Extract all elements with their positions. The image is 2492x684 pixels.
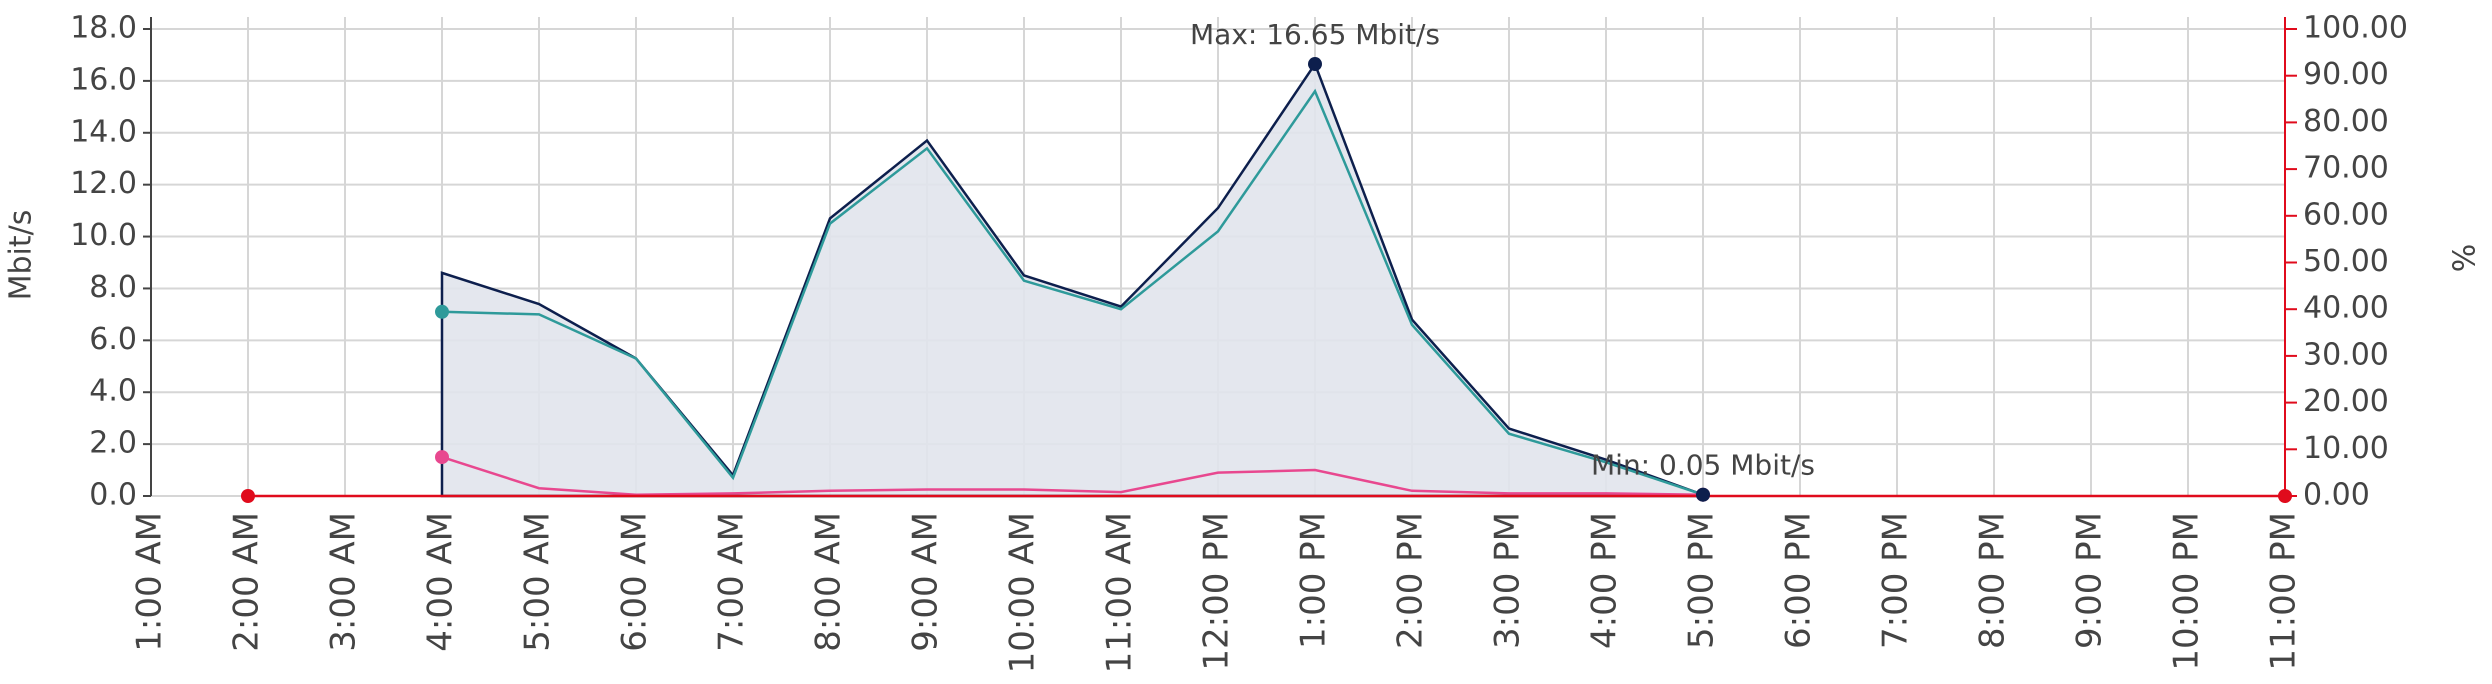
y2-axis-label: %: [2448, 244, 2483, 273]
y-tick-label: 6.0: [89, 322, 137, 357]
point-marker: [241, 489, 255, 503]
x-tick-label: 11:00 AM: [1100, 512, 1140, 673]
x-tick-label: 11:00 PM: [2264, 512, 2304, 671]
y2-tick-label: 10.00: [2303, 431, 2389, 466]
y-tick-label: 14.0: [70, 114, 137, 149]
x-tick-label: 7:00 AM: [712, 512, 752, 652]
x-tick-label: 10:00 AM: [1003, 512, 1043, 673]
point-marker: [435, 304, 449, 319]
y-tick-label: 12.0: [70, 166, 137, 201]
x-tick-label: 3:00 AM: [324, 512, 364, 652]
y2-tick-label: 0.00: [2303, 478, 2370, 513]
annotation: Max: 16.65 Mbit/s: [1190, 18, 1440, 51]
x-tick-label: 1:00 AM: [130, 512, 170, 652]
x-tick-label: 9:00 AM: [906, 512, 946, 652]
point-marker: [2278, 489, 2292, 503]
annotation-marker: [1308, 57, 1322, 72]
line: [441, 88, 1704, 496]
x-tick-label: 3:00 PM: [1488, 512, 1528, 649]
line: [441, 455, 1704, 496]
area: [440, 61, 1705, 498]
x-tick-label: 12:00 PM: [1197, 512, 1237, 671]
x-tick-label: 4:00 PM: [1585, 512, 1625, 649]
y-tick-label: 0.0: [89, 478, 137, 513]
y2-tick-label: 60.00: [2303, 197, 2389, 232]
y2-tick-label: 20.00: [2303, 384, 2389, 419]
y2-tick-label: 50.00: [2303, 244, 2389, 279]
x-tick-label: 4:00 AM: [421, 512, 461, 652]
x-tick-label: 5:00 AM: [518, 512, 558, 652]
x-tick-label: 2:00 AM: [227, 512, 267, 652]
x-tick-label: 7:00 PM: [1876, 512, 1916, 649]
x-tick-label: 2:00 PM: [1391, 512, 1431, 649]
y2-tick-label: 100.00: [2303, 11, 2408, 46]
point-marker: [435, 450, 449, 465]
y2-tick-label: 90.00: [2303, 57, 2389, 92]
y-tick-label: 18.0: [70, 11, 137, 46]
x-tick-label: 8:00 PM: [1973, 512, 2013, 649]
y-axis-label: Mbit/s: [4, 210, 39, 301]
y-tick-label: 4.0: [89, 374, 137, 409]
y-tick-label: 8.0: [89, 270, 137, 305]
y2-tick-label: 70.00: [2303, 151, 2389, 186]
x-tick-label: 10:00 PM: [2167, 512, 2207, 671]
x-tick-label: 1:00 PM: [1294, 512, 1334, 649]
annotation-marker: [1696, 487, 1710, 502]
x-tick-label: 6:00 AM: [615, 512, 655, 652]
y2-tick-label: 80.00: [2303, 104, 2389, 139]
x-tick-label: 8:00 AM: [809, 512, 849, 652]
y-tick-label: 2.0: [89, 426, 137, 461]
x-tick-label: 6:00 PM: [1779, 512, 1819, 649]
x-tick-label: 9:00 PM: [2070, 512, 2110, 649]
annotation: Min: 0.05 Mbit/s: [1591, 449, 1815, 482]
y-tick-label: 10.0: [70, 218, 137, 253]
x-tick-label: 5:00 PM: [1682, 512, 1722, 649]
y2-tick-label: 30.00: [2303, 337, 2389, 372]
y-tick-label: 16.0: [70, 62, 137, 97]
y2-tick-label: 40.00: [2303, 291, 2389, 326]
